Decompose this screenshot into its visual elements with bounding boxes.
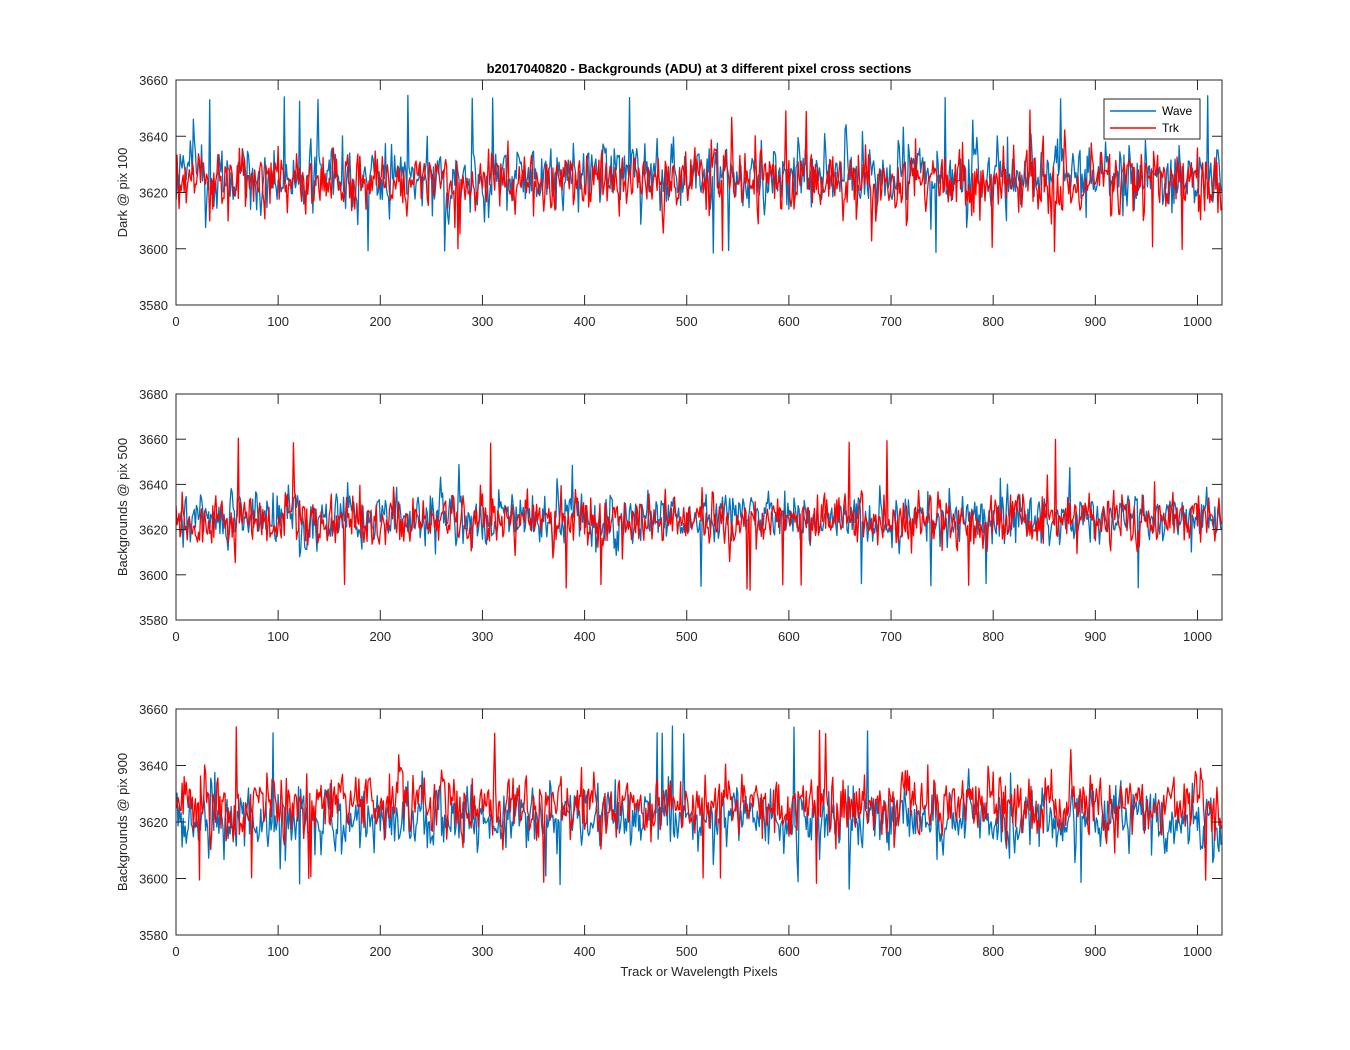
x-tick-label: 400 (574, 629, 596, 644)
y-tick-label: 3620 (139, 815, 168, 830)
series-line-trk (176, 726, 1222, 884)
x-tick-label: 1000 (1183, 314, 1212, 329)
x-tick-label: 500 (676, 629, 698, 644)
y-tick-label: 3620 (139, 523, 168, 538)
x-axis-label: Track or Wavelength Pixels (620, 964, 778, 979)
y-axis-label: Backgrounds @ pix 900 (115, 753, 130, 891)
legend: Wave Trk (1103, 98, 1201, 140)
x-tick-label: 100 (267, 944, 289, 959)
x-tick-label: 100 (267, 314, 289, 329)
x-tick-label: 300 (472, 314, 494, 329)
x-tick-label: 600 (778, 314, 800, 329)
x-tick-label: 700 (880, 629, 902, 644)
subplot-2: 0 100 200 300 400 500 600 700 800 900 1000 3580 3600… (115, 387, 1223, 644)
series-lines (176, 725, 1222, 890)
y-tick-label: 3600 (139, 872, 168, 887)
series-lines (176, 94, 1222, 254)
y-tick-label: 3660 (139, 432, 168, 447)
x-tick-label: 800 (982, 944, 1004, 959)
series-lines (176, 437, 1222, 591)
x-tick-label: 900 (1084, 944, 1106, 959)
plot-area (176, 394, 1222, 620)
x-tick-label: 0 (172, 314, 179, 329)
x-tick-label: 900 (1084, 629, 1106, 644)
x-tick-label: 700 (880, 944, 902, 959)
y-tick-label: 3640 (139, 477, 168, 492)
x-tick-label: 500 (676, 944, 698, 959)
y-tick-label: 3680 (139, 387, 168, 402)
x-tick-label: 200 (369, 314, 391, 329)
subplot-3: 0 100 200 300 400 500 600 700 800 900 1000 3580 3600… (115, 702, 1223, 959)
x-tick-label: 0 (172, 629, 179, 644)
x-tick-label: 900 (1084, 314, 1106, 329)
subplots: 0 100 200 300 400 500 600 700 800 900 100035803600… (115, 73, 1223, 959)
x-tick-label: 200 (369, 944, 391, 959)
y-tick-label: 3580 (139, 298, 168, 313)
x-tick-label: 1000 (1183, 629, 1212, 644)
legend-label-wave: Wave (1162, 104, 1193, 118)
y-tick-label: 3660 (139, 73, 168, 88)
y-tick-label: 3600 (139, 568, 168, 583)
x-tick-label: 0 (172, 944, 179, 959)
legend-box (1103, 98, 1201, 140)
y-tick-label: 3600 (139, 242, 168, 257)
y-tick-label: 3580 (139, 613, 168, 628)
x-tick-label: 100 (267, 629, 289, 644)
x-tick-label: 300 (472, 629, 494, 644)
series-line-trk (176, 437, 1222, 591)
x-tick-label: 700 (880, 314, 902, 329)
y-axis-label: Backgrounds @ pix 500 (115, 438, 130, 576)
x-tick-label: 200 (369, 629, 391, 644)
series-line-wave (176, 725, 1222, 890)
x-tick-label: 400 (574, 314, 596, 329)
x-tick-label: 800 (982, 629, 1004, 644)
x-tick-label: 400 (574, 944, 596, 959)
series-line-trk (176, 109, 1222, 253)
x-tick-label: 300 (472, 944, 494, 959)
y-tick-label: 3620 (139, 186, 168, 201)
x-tick-label: 1000 (1183, 944, 1212, 959)
x-tick-label: 600 (778, 944, 800, 959)
x-tick-label: 800 (982, 314, 1004, 329)
subplot-1: 0 100 200 300 400 500 600 700 800 900 1000 3580 3600… (115, 73, 1223, 329)
y-tick-label: 3660 (139, 702, 168, 717)
axes-box (175, 393, 1223, 621)
x-tick-label: 500 (676, 314, 698, 329)
x-tick-label: 600 (778, 629, 800, 644)
y-tick-label: 3580 (139, 928, 168, 943)
y-tick-label: 3640 (139, 759, 168, 774)
y-axis-label: Dark @ pix 100 (115, 148, 130, 238)
legend-label-trk: Trk (1162, 121, 1180, 135)
series-line-wave (176, 94, 1222, 254)
y-tick-label: 3640 (139, 129, 168, 144)
figure-title: b2017040820 - Backgrounds (ADU) at 3 dif… (487, 61, 912, 76)
